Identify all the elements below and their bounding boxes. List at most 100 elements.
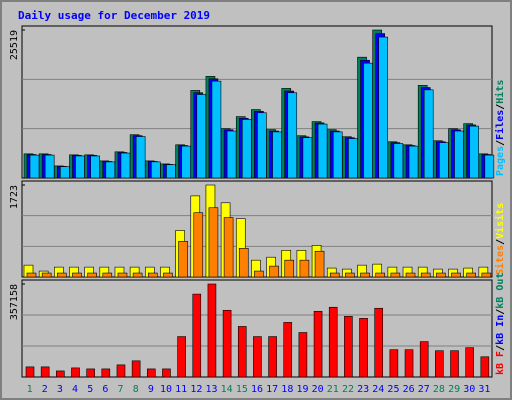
- bar: [131, 360, 141, 378]
- bar: [378, 36, 389, 179]
- bar: [480, 356, 490, 378]
- bar: [419, 341, 429, 378]
- bar: [465, 347, 474, 378]
- bar: [283, 322, 293, 378]
- legend-item: kB F: [495, 351, 506, 375]
- x-tick-label: 4: [72, 384, 78, 395]
- bar: [332, 131, 343, 179]
- legend-item: kB Out: [495, 273, 506, 309]
- x-tick-label: 25: [387, 384, 399, 395]
- x-tick-label: 1: [27, 384, 33, 395]
- bar: [344, 316, 353, 378]
- bar: [454, 130, 464, 179]
- bar: [192, 293, 202, 378]
- legend: Sites/Visits: [494, 203, 506, 275]
- x-tick-label: 12: [190, 384, 202, 395]
- bar: [450, 350, 459, 378]
- bar: [40, 366, 50, 378]
- bar: [208, 207, 219, 278]
- x-tick-label: 30: [463, 384, 475, 395]
- bar: [314, 250, 325, 278]
- legend: kB F/kB In/kB Out: [495, 273, 506, 375]
- bar: [253, 336, 262, 378]
- x-tick-label: 18: [281, 384, 293, 395]
- bar: [466, 272, 476, 278]
- bar: [298, 332, 308, 378]
- x-tick-label: 23: [357, 384, 369, 395]
- bar: [105, 161, 116, 179]
- bar: [87, 272, 97, 278]
- bar: [257, 112, 267, 179]
- bar: [408, 145, 419, 179]
- bar: [451, 272, 461, 278]
- bar: [374, 307, 384, 378]
- bar: [56, 370, 65, 378]
- legend-item: Sites: [494, 245, 506, 275]
- legend-item: Visits: [494, 203, 506, 239]
- bar: [147, 272, 158, 278]
- bar: [329, 272, 340, 278]
- bar: [29, 154, 40, 179]
- bar: [116, 364, 126, 378]
- bar: [226, 130, 237, 179]
- bar: [405, 272, 416, 278]
- bar: [90, 155, 100, 179]
- bar: [481, 272, 492, 278]
- x-tick-label: 10: [160, 384, 172, 395]
- legend-item: /: [495, 104, 506, 110]
- x-tick-label: 15: [236, 384, 248, 395]
- legend-item: kB In: [495, 315, 506, 345]
- x-tick-label: 16: [251, 384, 263, 395]
- x-tick-label: 5: [87, 384, 93, 395]
- bar: [375, 272, 386, 278]
- bar: [223, 217, 234, 278]
- x-tick-label: 19: [296, 384, 308, 395]
- x-tick-label: 8: [133, 384, 139, 395]
- x-tick-label: 21: [327, 384, 339, 395]
- x-tick-label: 17: [266, 384, 278, 395]
- bar: [287, 92, 298, 179]
- x-tick-label: 14: [221, 384, 233, 395]
- bar: [272, 131, 282, 179]
- bar: [162, 368, 171, 378]
- legend-item: /: [495, 309, 506, 315]
- x-tick-label: 27: [418, 384, 430, 395]
- x-tick-label: 22: [342, 384, 354, 395]
- bar: [102, 272, 113, 278]
- y-tick-label: 25519: [9, 30, 20, 60]
- bar: [328, 306, 338, 378]
- bar: [423, 89, 434, 179]
- bar: [135, 136, 146, 179]
- bar: [146, 368, 156, 378]
- x-tick-label: 2: [42, 384, 48, 395]
- x-tick-label: 28: [433, 384, 445, 395]
- legend: Pages/Files/Hits: [494, 80, 506, 176]
- chart-title: Daily usage for December 2019: [18, 9, 210, 22]
- bar: [469, 125, 479, 179]
- bar: [348, 138, 358, 179]
- bar: [75, 155, 85, 179]
- bar: [196, 94, 207, 179]
- bar: [177, 336, 186, 378]
- bar: [360, 272, 370, 278]
- bar: [420, 272, 431, 278]
- bar: [284, 259, 295, 278]
- bar: [26, 272, 37, 278]
- bar: [435, 350, 444, 378]
- bar: [390, 272, 401, 278]
- x-tick-label: 26: [403, 384, 415, 395]
- bar: [72, 272, 82, 278]
- bar: [86, 368, 95, 378]
- y-tick-label: 1723: [9, 185, 20, 209]
- bar: [71, 367, 80, 378]
- bar: [313, 310, 323, 378]
- legend-item: /: [495, 345, 506, 351]
- bar: [120, 152, 131, 179]
- bar: [101, 368, 111, 378]
- bar: [222, 309, 232, 378]
- bar: [393, 143, 404, 179]
- bar: [207, 283, 217, 378]
- x-tick-label: 29: [448, 384, 460, 395]
